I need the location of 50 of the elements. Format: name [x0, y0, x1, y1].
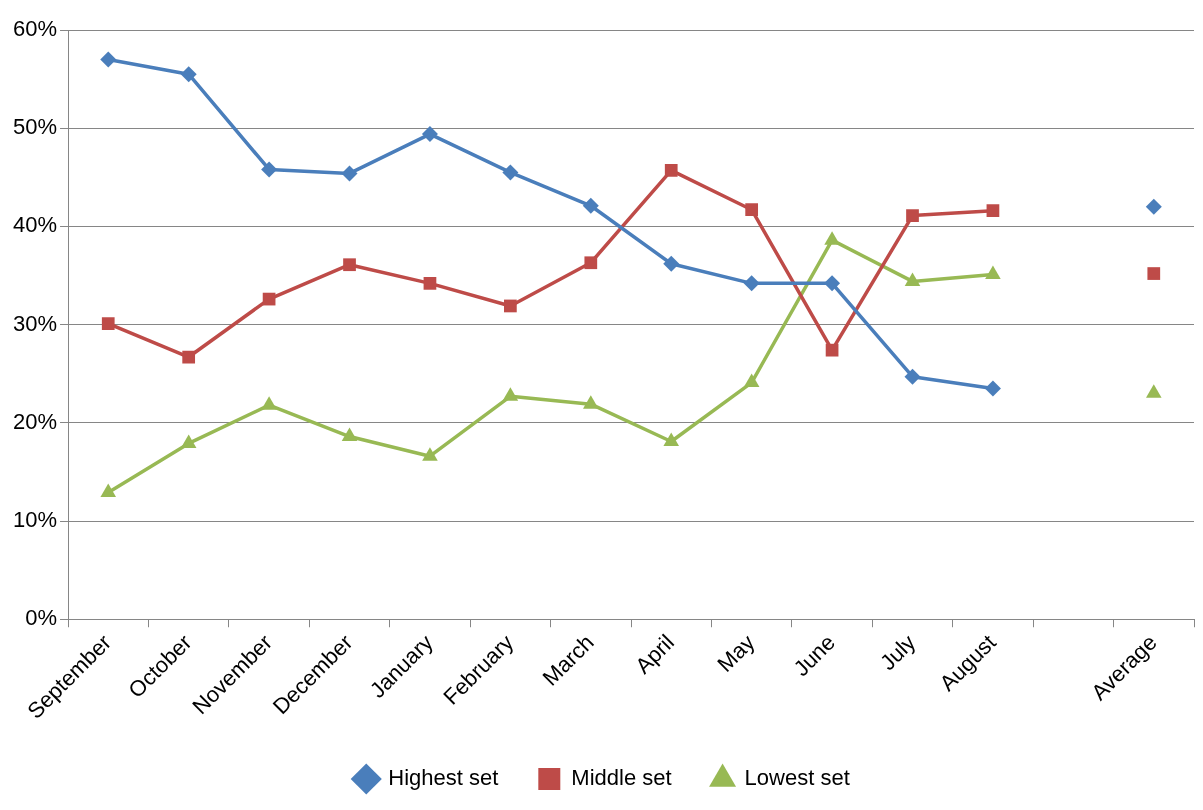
- point: [421, 126, 438, 143]
- y-tick-label: 0%: [25, 605, 58, 631]
- point: [100, 483, 117, 498]
- point: [343, 258, 356, 272]
- point: [100, 51, 117, 68]
- point: [261, 161, 278, 178]
- point: [502, 164, 519, 181]
- point: [422, 447, 438, 461]
- point: [985, 265, 1001, 280]
- point: [824, 275, 841, 292]
- point: [743, 275, 760, 292]
- point: [824, 231, 840, 245]
- x-tick-label: May: [712, 629, 760, 677]
- point: [261, 396, 277, 410]
- point: [583, 395, 599, 409]
- point: [582, 197, 599, 214]
- point: [904, 368, 921, 385]
- legend-label: Lowest set: [744, 765, 850, 791]
- point: [1147, 267, 1161, 280]
- point: [904, 272, 921, 286]
- point: [743, 373, 760, 388]
- point: [984, 380, 1001, 397]
- x-tick-label: July: [874, 629, 921, 676]
- point: [101, 317, 115, 330]
- legend-label: Highest set: [388, 765, 499, 791]
- y-tick-label: 20%: [12, 408, 58, 434]
- point: [664, 164, 678, 177]
- y-tick-label: 40%: [12, 212, 58, 238]
- y-tick-label: 50%: [12, 114, 58, 140]
- legend-label: Middle set: [571, 765, 672, 791]
- point: [182, 350, 196, 364]
- point: [502, 387, 519, 401]
- y-tick-label: 30%: [12, 310, 58, 336]
- point: [180, 66, 197, 83]
- point: [1145, 198, 1162, 215]
- point: [423, 277, 437, 290]
- point: [1145, 384, 1162, 398]
- point: [745, 203, 759, 217]
- point: [663, 255, 680, 272]
- point: [504, 299, 517, 313]
- point: [986, 204, 1000, 218]
- point: [180, 434, 197, 448]
- y-tick-label: 10%: [12, 507, 58, 533]
- point: [825, 343, 839, 357]
- point: [663, 432, 680, 446]
- point: [341, 427, 358, 442]
- point: [341, 165, 358, 182]
- point: [584, 256, 598, 270]
- y-tick-label: 60%: [12, 16, 58, 42]
- point: [906, 209, 919, 222]
